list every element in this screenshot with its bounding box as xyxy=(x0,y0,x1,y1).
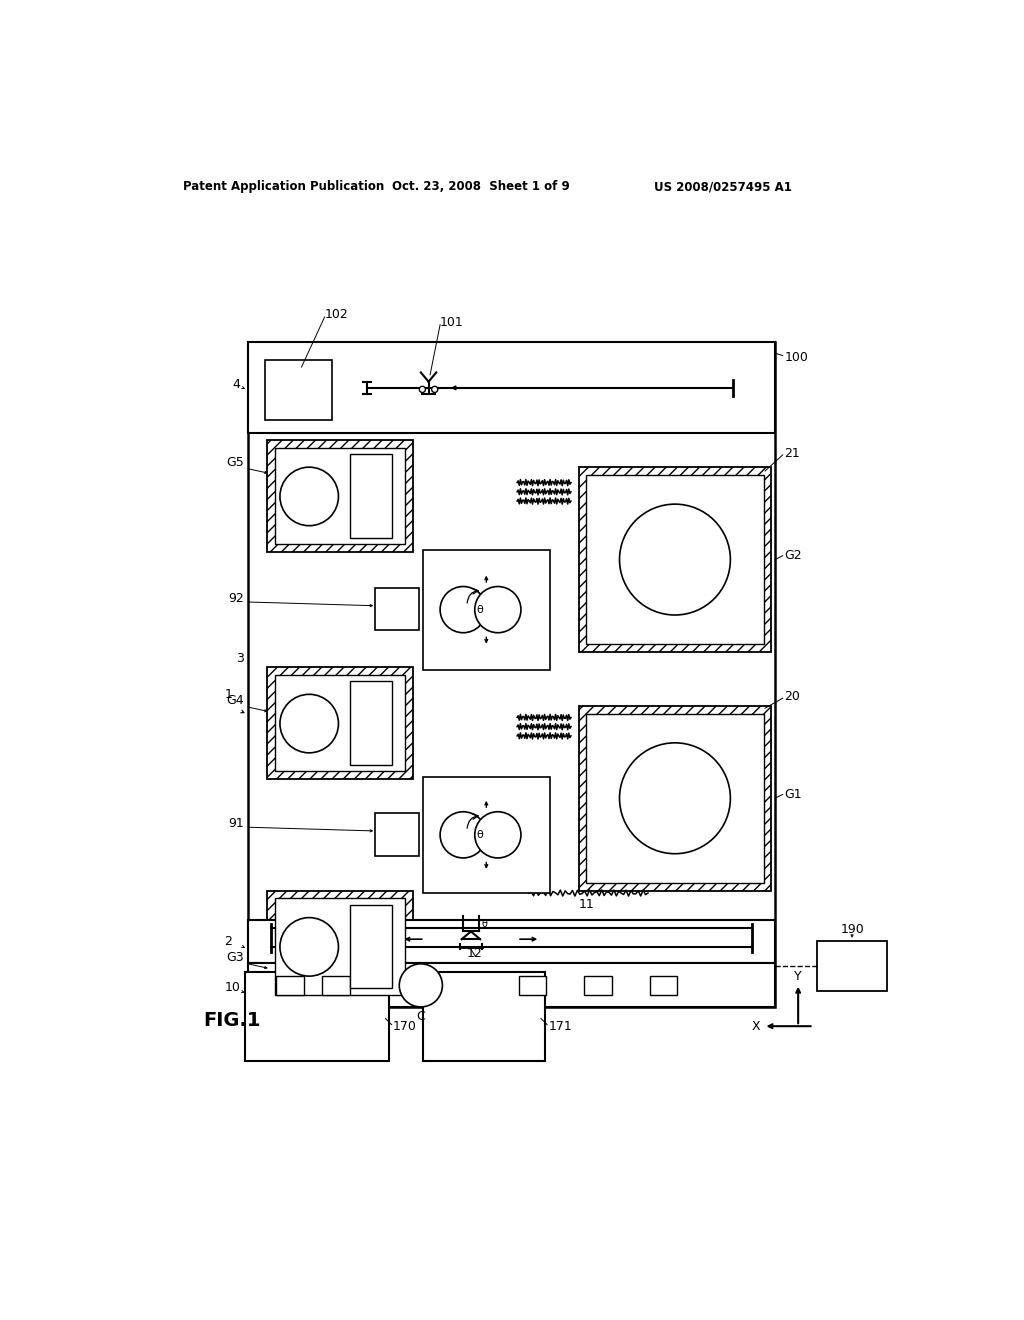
Text: 12: 12 xyxy=(467,948,482,961)
Bar xyxy=(579,706,771,891)
Text: X: X xyxy=(752,1019,760,1032)
Circle shape xyxy=(432,387,438,392)
Circle shape xyxy=(419,387,425,392)
Bar xyxy=(274,899,406,995)
Text: 102: 102 xyxy=(325,308,348,321)
Circle shape xyxy=(440,812,486,858)
Text: 92: 92 xyxy=(228,591,244,605)
Text: 4: 4 xyxy=(232,378,240,391)
Bar xyxy=(649,977,677,995)
Text: 171: 171 xyxy=(549,1019,572,1032)
Bar xyxy=(350,454,392,539)
Text: 21: 21 xyxy=(784,446,800,459)
Text: θ: θ xyxy=(477,830,483,840)
Bar xyxy=(423,549,550,669)
Bar xyxy=(375,813,419,855)
Text: Y: Y xyxy=(795,970,802,982)
Text: G3: G3 xyxy=(226,952,244,964)
Text: Patent Application Publication: Patent Application Publication xyxy=(183,181,384,194)
Text: 2: 2 xyxy=(224,935,232,948)
Bar xyxy=(423,973,545,1061)
Bar xyxy=(350,904,392,989)
Text: 101: 101 xyxy=(440,315,464,329)
Text: 3: 3 xyxy=(236,652,244,665)
Circle shape xyxy=(475,586,521,632)
Bar xyxy=(248,342,775,433)
Bar xyxy=(817,941,887,991)
Text: US 2008/0257495 A1: US 2008/0257495 A1 xyxy=(654,181,792,194)
Text: G4: G4 xyxy=(226,694,244,708)
Bar xyxy=(267,441,413,552)
Bar xyxy=(587,475,764,644)
Bar xyxy=(423,776,550,892)
Bar xyxy=(274,447,406,544)
Text: 11: 11 xyxy=(579,898,595,911)
Text: 20: 20 xyxy=(784,690,800,704)
Circle shape xyxy=(280,917,339,977)
Circle shape xyxy=(620,504,730,615)
Bar xyxy=(245,973,389,1061)
Bar xyxy=(274,675,406,771)
Circle shape xyxy=(280,694,339,752)
Text: G1: G1 xyxy=(784,788,802,801)
Text: θ: θ xyxy=(481,919,487,929)
Bar xyxy=(350,681,392,766)
Text: 190: 190 xyxy=(840,923,864,936)
Circle shape xyxy=(440,586,486,632)
Text: G2: G2 xyxy=(784,549,802,562)
Bar xyxy=(587,714,764,883)
Bar xyxy=(579,467,771,652)
Bar xyxy=(264,360,333,420)
Text: G5: G5 xyxy=(226,455,244,469)
Circle shape xyxy=(399,964,442,1007)
Circle shape xyxy=(620,743,730,854)
Bar xyxy=(267,668,413,779)
Text: 170: 170 xyxy=(393,1019,417,1032)
Bar xyxy=(518,977,547,995)
Bar xyxy=(375,589,419,631)
Bar xyxy=(584,977,611,995)
Circle shape xyxy=(280,467,339,525)
Text: 10: 10 xyxy=(224,981,241,994)
Bar xyxy=(267,891,413,1002)
Circle shape xyxy=(475,812,521,858)
Bar xyxy=(323,977,350,995)
Text: 1: 1 xyxy=(224,688,232,701)
Bar xyxy=(276,977,304,995)
Bar xyxy=(248,342,775,1007)
Bar xyxy=(248,920,775,964)
Text: FIG.1: FIG.1 xyxy=(204,1011,261,1031)
Text: 100: 100 xyxy=(784,351,808,363)
Bar xyxy=(248,964,775,1007)
Text: 91: 91 xyxy=(228,817,244,830)
Text: θ: θ xyxy=(477,605,483,615)
Text: C: C xyxy=(417,1010,425,1023)
Text: Oct. 23, 2008  Sheet 1 of 9: Oct. 23, 2008 Sheet 1 of 9 xyxy=(392,181,570,194)
